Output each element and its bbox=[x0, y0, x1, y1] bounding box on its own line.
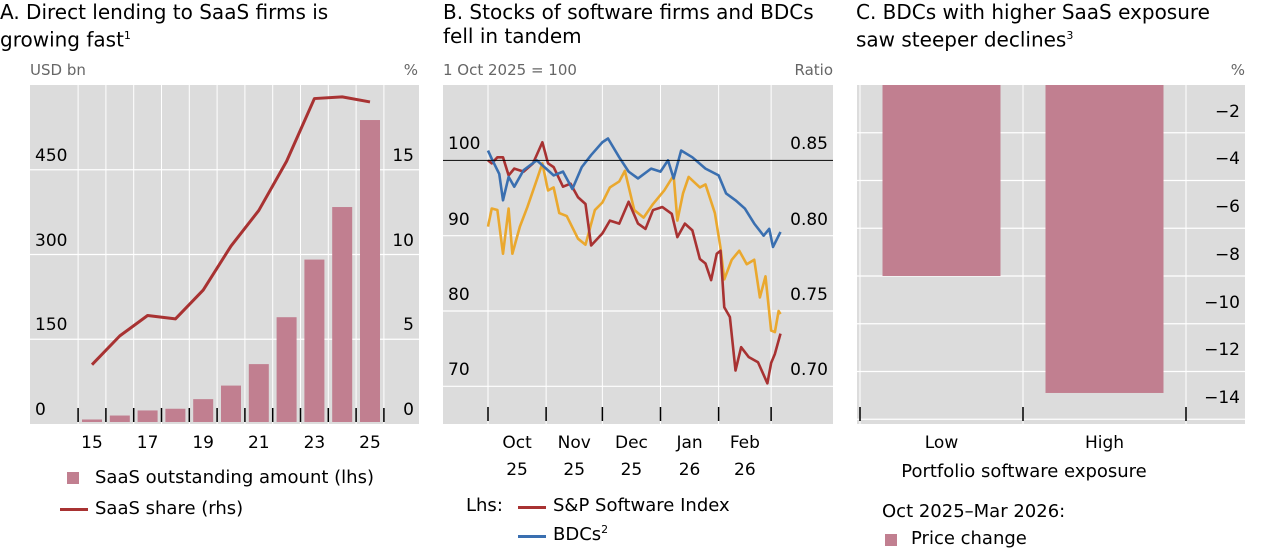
y-tick-right: 0 bbox=[403, 400, 414, 420]
panel-b-plot-area bbox=[443, 85, 833, 424]
legend-label-saas-share: SaaS share (rhs) bbox=[95, 498, 244, 519]
x-tick-month: Feb bbox=[729, 433, 760, 453]
ratio-line bbox=[486, 162, 782, 334]
x-category-label: Low bbox=[924, 433, 959, 453]
panel-a-left-unit: USD bn bbox=[30, 61, 86, 79]
y-tick-left: 300 bbox=[35, 230, 68, 251]
saas-share-line bbox=[90, 95, 371, 366]
y-tick-right: 0.85 bbox=[790, 134, 828, 155]
bar-high bbox=[1045, 85, 1164, 393]
x-tick-month: Nov bbox=[557, 433, 591, 453]
x-category-label: High bbox=[1084, 433, 1125, 453]
panel-a-right-unit: % bbox=[403, 61, 418, 79]
y-tick-right: 0.70 bbox=[790, 360, 828, 381]
x-tick-label: 17 bbox=[136, 433, 159, 453]
x-tick-label: 19 bbox=[192, 433, 215, 453]
x-tick-year: 25 bbox=[620, 460, 643, 480]
x-tick-label: 21 bbox=[247, 433, 270, 453]
bdcs-line bbox=[486, 137, 782, 249]
x-tick-label: 15 bbox=[81, 433, 103, 453]
y-tick-right: 15 bbox=[392, 145, 414, 166]
bar-18 bbox=[165, 408, 186, 422]
y-tick-left: 450 bbox=[35, 145, 68, 166]
x-tick-month: Dec bbox=[614, 433, 648, 453]
legend-prefix-lhs: Lhs: bbox=[466, 495, 503, 516]
panel-c-xlabel: Portfolio software exposure bbox=[901, 461, 1147, 482]
x-tick-label: 23 bbox=[303, 433, 326, 453]
bar-25 bbox=[360, 120, 380, 422]
panel-c-legend-title: Oct 2025–Mar 2026: bbox=[882, 501, 1066, 522]
bar-16 bbox=[109, 415, 130, 422]
y-tick-right: 5 bbox=[403, 315, 414, 336]
bar-24 bbox=[332, 207, 353, 422]
y-tick: −4 bbox=[1214, 149, 1240, 170]
panel-b-title: B. Stocks of software firms and BDCs fell… bbox=[443, 0, 814, 48]
legend-label-saas-amount: SaaS outstanding amount (lhs) bbox=[95, 467, 374, 488]
bar-20 bbox=[221, 385, 241, 422]
y-tick: −14 bbox=[1204, 388, 1240, 409]
panel-b-left-unit: 1 Oct 2025 = 100 bbox=[443, 61, 577, 79]
x-tick-year: 26 bbox=[734, 460, 756, 480]
legend-label-bdcs: BDCs2 bbox=[553, 523, 609, 545]
y-tick-right: 10 bbox=[392, 230, 414, 251]
legend-swatch-line bbox=[60, 508, 88, 511]
x-tick-month: Jan bbox=[676, 433, 703, 453]
y-tick-left: 80 bbox=[448, 285, 470, 305]
y-tick-left: 90 bbox=[448, 209, 470, 230]
x-tick-year: 26 bbox=[678, 460, 701, 480]
bar-23 bbox=[304, 259, 325, 422]
x-tick-label: 25 bbox=[359, 433, 381, 453]
panel-b-right-unit: Ratio bbox=[794, 61, 833, 79]
y-tick-right: 0.80 bbox=[790, 209, 828, 230]
y-tick-left: 0 bbox=[35, 400, 46, 420]
panel-c-title: C. BDCs with higher SaaS exposure saw ste… bbox=[856, 0, 1210, 52]
y-tick: −8 bbox=[1214, 244, 1240, 265]
y-tick: −12 bbox=[1204, 340, 1240, 361]
y-tick: −2 bbox=[1214, 101, 1240, 122]
bar-21 bbox=[248, 364, 269, 422]
x-tick-year: 25 bbox=[506, 460, 528, 480]
bar-15 bbox=[82, 419, 102, 422]
y-tick: −6 bbox=[1214, 197, 1240, 218]
y-tick-left: 70 bbox=[448, 360, 470, 381]
x-tick-year: 25 bbox=[563, 460, 586, 480]
bar-17 bbox=[137, 410, 158, 422]
y-tick-left: 100 bbox=[448, 134, 481, 155]
legend-label-sp: S&P Software Index bbox=[553, 495, 730, 516]
legend-label-price: Price change bbox=[911, 528, 1027, 549]
y-tick-left: 150 bbox=[35, 315, 68, 336]
y-tick-right: 0.75 bbox=[790, 285, 828, 305]
y-tick: −10 bbox=[1204, 292, 1240, 313]
x-tick-month: Oct bbox=[502, 433, 532, 453]
legend-swatch-bdcs bbox=[518, 535, 546, 538]
legend-swatch-sp bbox=[518, 506, 546, 509]
legend-swatch-bar bbox=[67, 472, 79, 484]
bar-low bbox=[882, 85, 1001, 276]
bar-19 bbox=[193, 399, 214, 422]
legend-swatch-price bbox=[885, 534, 897, 546]
bar-22 bbox=[276, 317, 297, 422]
panel-c-right-unit: % bbox=[1230, 61, 1245, 79]
panel-a-title: A. Direct lending to SaaS firms is growin… bbox=[0, 0, 329, 52]
